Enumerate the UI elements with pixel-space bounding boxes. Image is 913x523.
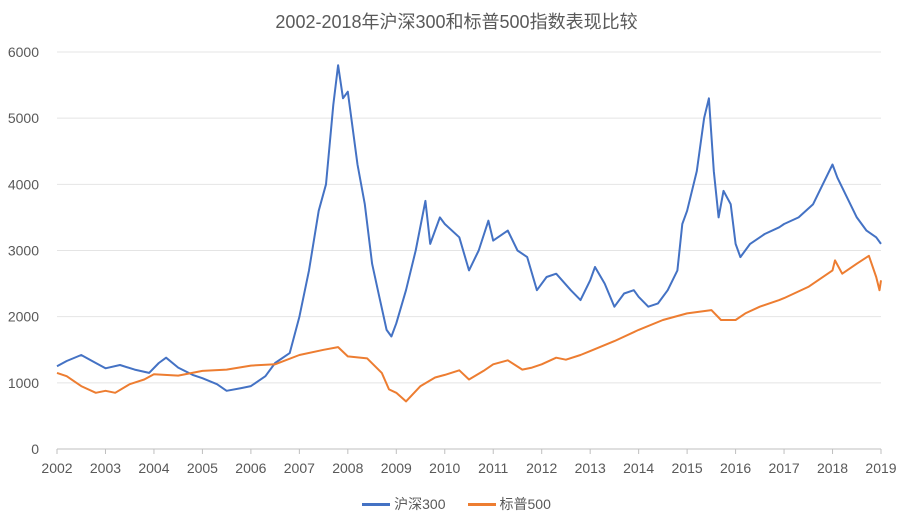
x-tick-label: 2009 [381,460,412,476]
x-tick-label: 2004 [138,460,169,476]
legend: 沪深300 标普500 [0,494,913,514]
x-axis-tick-labels: 2002 2003 2004 2005 2006 2007 2008 2009 2010 2011… [41,449,897,476]
y-tick-label: 0 [31,441,39,457]
series-line-hs300 [56,64,882,392]
x-tick-label: 2013 [575,460,606,476]
chart-title: 2002-2018年沪深300和标普500指数表现比较 [275,12,638,32]
x-tick-label: 2014 [623,460,654,476]
x-tick-label: 2008 [332,460,363,476]
series-line-sp500 [56,254,882,403]
x-tick-label: 2018 [817,460,848,476]
x-tick-label: 2019 [865,460,896,476]
y-tick-label: 3000 [8,243,39,259]
y-tick-label: 2000 [8,309,39,325]
gridlines [57,51,881,384]
x-tick-label: 2016 [720,460,751,476]
x-tick-label: 2011 [478,460,508,476]
x-tick-label: 2015 [672,460,703,476]
legend-item-sp500: 标普500 [467,494,551,514]
legend-swatch-hs300 [362,502,391,506]
x-tick-label: 2012 [526,460,557,476]
x-tick-label: 2002 [41,460,72,476]
x-tick-label: 2003 [90,460,121,476]
y-tick-label: 5000 [8,110,39,126]
series-lines [56,64,882,403]
y-tick-label: 1000 [8,375,39,391]
y-axis-tick-labels: 0 1000 2000 3000 4000 5000 6000 [8,44,39,457]
x-tick-label: 2005 [187,460,218,476]
legend-label-hs300: 沪深300 [394,496,446,512]
x-tick-label: 2010 [429,460,460,476]
legend-swatch-sp500 [467,502,496,506]
x-tick-label: 2017 [768,460,799,476]
legend-item-hs300: 沪深300 [362,494,446,514]
y-tick-label: 6000 [8,44,39,60]
y-tick-label: 4000 [8,176,39,192]
x-tick-label: 2007 [284,460,315,476]
x-tick-label: 2006 [235,460,266,476]
legend-label-sp500: 标普500 [499,496,551,512]
